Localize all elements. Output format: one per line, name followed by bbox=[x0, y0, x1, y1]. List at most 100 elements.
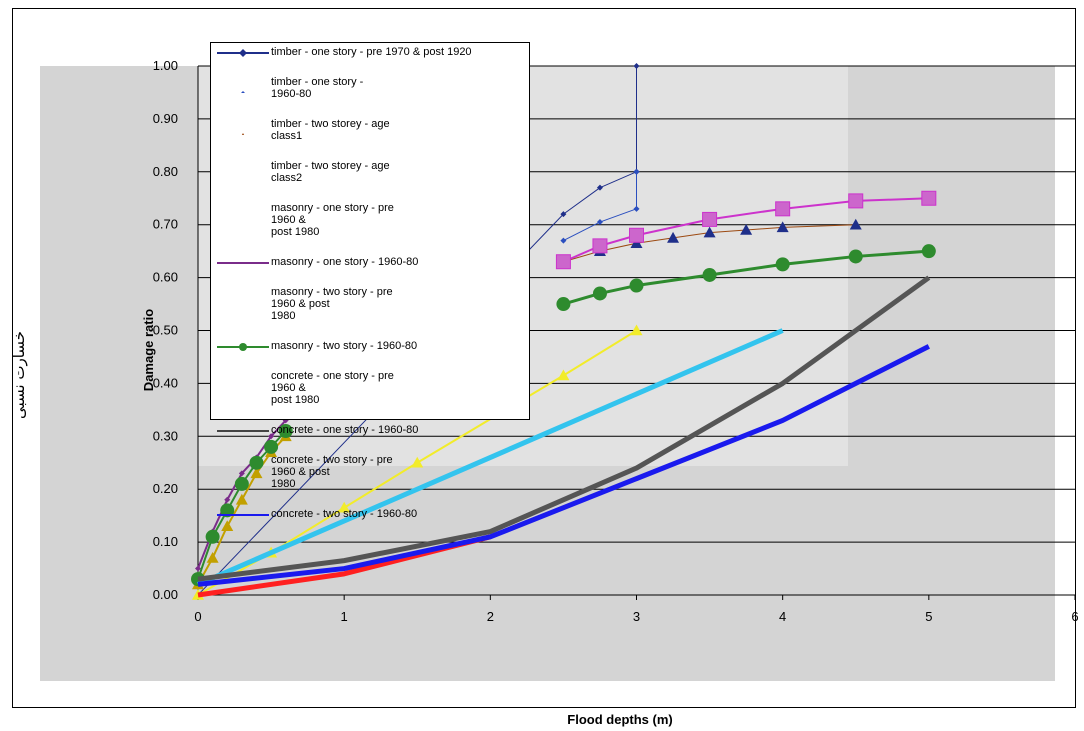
x-tick-label: 2 bbox=[487, 609, 494, 624]
y-tick-label: 0.80 bbox=[153, 164, 178, 179]
legend-item: timber - two storey - age class2 bbox=[211, 159, 531, 187]
x-tick-label: 5 bbox=[925, 609, 932, 624]
data-point bbox=[234, 476, 249, 491]
legend-label: timber - two storey - age bbox=[271, 118, 390, 130]
x-tick-label: 3 bbox=[633, 609, 640, 624]
data-point bbox=[633, 168, 640, 175]
legend-swatch bbox=[217, 262, 269, 264]
y-tick-label: 1.00 bbox=[153, 58, 178, 73]
data-point bbox=[278, 424, 293, 439]
chart-frame bbox=[12, 8, 1076, 708]
data-point bbox=[560, 211, 567, 218]
series-5 bbox=[556, 244, 936, 312]
series-4 bbox=[555, 190, 937, 270]
data-point bbox=[205, 529, 220, 544]
y-tick-label: 0.10 bbox=[153, 534, 178, 549]
data-point bbox=[239, 49, 247, 57]
data-point bbox=[555, 254, 571, 270]
legend-swatch bbox=[215, 285, 271, 303]
legend-label: 1980 bbox=[271, 478, 296, 490]
plot-background bbox=[40, 66, 1055, 681]
y-tick-label: 0.70 bbox=[153, 217, 178, 232]
series-11 bbox=[197, 275, 931, 582]
series-line bbox=[197, 328, 784, 587]
data-point bbox=[776, 221, 789, 233]
x-tick-label: 6 bbox=[1071, 609, 1078, 624]
legend-label: masonry - one story - 1960-80 bbox=[271, 256, 419, 268]
data-point bbox=[740, 223, 753, 235]
y-tick-label: 0.30 bbox=[153, 428, 178, 443]
data-point bbox=[556, 297, 571, 312]
data-point bbox=[848, 249, 863, 264]
legend-swatch bbox=[215, 159, 271, 177]
legend-label: 1960-80 bbox=[271, 88, 312, 100]
data-point bbox=[220, 503, 235, 518]
data-series bbox=[191, 63, 937, 600]
data-point bbox=[633, 63, 640, 69]
data-point bbox=[596, 184, 603, 191]
data-point bbox=[596, 219, 603, 226]
data-point bbox=[338, 501, 351, 513]
legend-label: concrete - one story - pre bbox=[271, 370, 394, 382]
y-tick-label: 0.60 bbox=[153, 270, 178, 285]
legend-swatch bbox=[217, 514, 269, 516]
legend-swatch bbox=[215, 369, 271, 387]
data-point bbox=[241, 133, 245, 135]
y-tick-label: 0.20 bbox=[153, 481, 178, 496]
data-point bbox=[235, 493, 248, 505]
side-axis-label-text: خسارت نسبی bbox=[10, 331, 28, 419]
legend-item: timber - one story -1960-80 bbox=[211, 75, 531, 103]
legend-label: concrete - two story - pre bbox=[271, 454, 393, 466]
x-tick-label: 4 bbox=[779, 609, 786, 624]
data-point bbox=[629, 278, 644, 293]
legend-label: masonry - two story - pre bbox=[271, 286, 393, 298]
series-10 bbox=[197, 328, 784, 587]
legend-label: 1980 bbox=[271, 310, 296, 322]
data-point bbox=[630, 324, 643, 336]
legend-item: timber - one story - pre 1970 & post 192… bbox=[211, 45, 531, 61]
legend-swatch bbox=[217, 430, 269, 432]
data-point bbox=[195, 565, 201, 572]
y-tick-label: 0.00 bbox=[153, 587, 178, 602]
data-point bbox=[775, 201, 791, 217]
x-tick-label: 0 bbox=[194, 609, 201, 624]
legend-label: 1960 & bbox=[271, 214, 306, 226]
data-point bbox=[848, 193, 864, 209]
legend-item: masonry - two story - pre 1960 & post 1980 bbox=[211, 285, 531, 325]
data-point bbox=[264, 439, 279, 454]
data-point bbox=[667, 231, 680, 243]
data-point bbox=[629, 227, 644, 243]
data-point bbox=[560, 237, 567, 244]
legend-item: concrete - one story - pre 1960 & post 198… bbox=[211, 369, 531, 409]
y-tick-label: 0.40 bbox=[153, 375, 178, 390]
legend-item: masonry - two story - 1960-80 bbox=[211, 339, 531, 355]
legend-item: concrete - two story - pre 1960 & post 198… bbox=[211, 453, 531, 493]
data-point bbox=[238, 470, 245, 477]
legend-label: post 1980 bbox=[271, 226, 320, 238]
legend-label: concrete - two story - 1960-80 bbox=[271, 508, 418, 520]
data-point bbox=[239, 343, 247, 351]
data-point bbox=[224, 496, 231, 503]
legend-label: class2 bbox=[271, 172, 303, 184]
legend-item: masonry - one story - pre 1960 & post 1980 bbox=[211, 201, 531, 241]
data-point bbox=[268, 433, 275, 440]
axes bbox=[197, 66, 1076, 600]
data-point bbox=[557, 369, 570, 381]
x-axis-title: Flood depths (m) bbox=[567, 712, 673, 727]
data-point bbox=[703, 226, 716, 238]
series-13 bbox=[197, 344, 930, 587]
tick-labels: 0.00 0.10 0.20 0.30 0.40 0.50 0.60 0.70 0.80 0.90… bbox=[153, 58, 1079, 624]
legend-label: 1960 & bbox=[271, 382, 306, 394]
legend-label: masonry - two story - 1960-80 bbox=[271, 340, 418, 352]
legend-label: concrete - one story - 1960-80 bbox=[271, 424, 419, 436]
legend-swatch bbox=[241, 133, 245, 135]
legend-label: timber - one story - bbox=[271, 76, 364, 88]
series-line bbox=[563, 171, 637, 242]
data-point bbox=[592, 238, 608, 254]
data-point bbox=[921, 190, 937, 206]
y-tick-label: 0.50 bbox=[153, 323, 178, 338]
y-tick-label: 0.90 bbox=[153, 111, 178, 126]
data-point bbox=[775, 257, 790, 272]
legend-label: post 1980 bbox=[271, 394, 320, 406]
